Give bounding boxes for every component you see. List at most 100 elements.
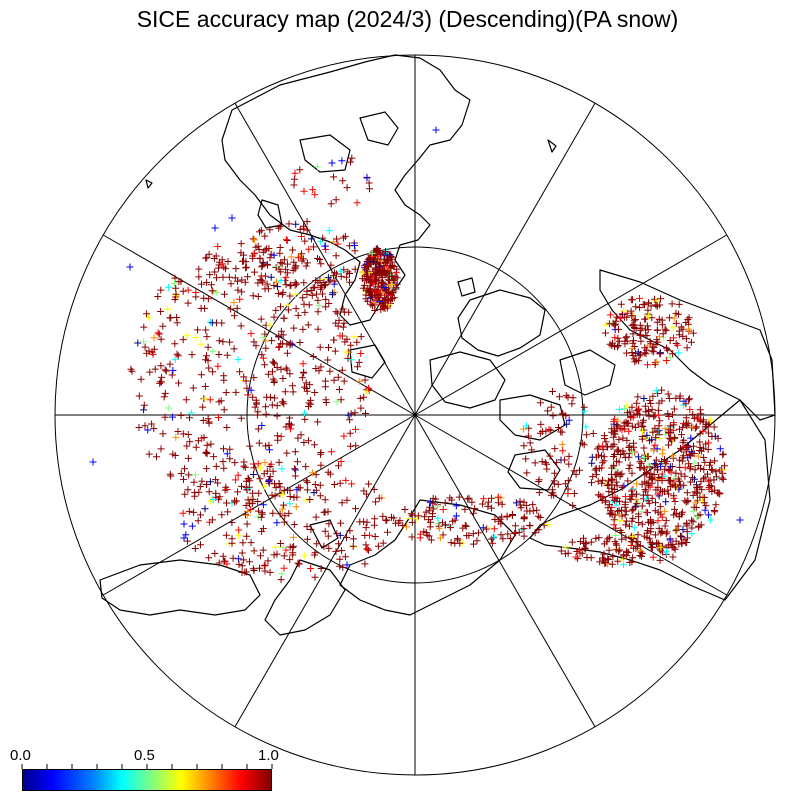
- accuracy-marker: [222, 389, 230, 396]
- accuracy-marker: [489, 534, 497, 542]
- accuracy-marker: [270, 282, 278, 289]
- accuracy-marker: [647, 528, 655, 536]
- accuracy-marker: [338, 366, 346, 374]
- accuracy-marker: [429, 510, 436, 518]
- accuracy-marker: [427, 536, 435, 544]
- accuracy-marker: [294, 311, 302, 319]
- accuracy-marker: [278, 491, 286, 498]
- accuracy-marker: [281, 388, 289, 396]
- accuracy-marker: [364, 297, 372, 305]
- accuracy-marker: [195, 273, 203, 281]
- accuracy-marker: [151, 365, 159, 373]
- accuracy-marker: [343, 496, 351, 504]
- accuracy-marker: [613, 482, 621, 490]
- accuracy-marker: [223, 560, 231, 568]
- accuracy-marker: [338, 547, 346, 555]
- accuracy-marker: [587, 554, 595, 562]
- accuracy-marker: [386, 276, 393, 284]
- accuracy-marker: [711, 486, 719, 494]
- accuracy-marker: [247, 539, 255, 547]
- accuracy-marker: [629, 413, 637, 421]
- accuracy-marker: [634, 531, 642, 539]
- accuracy-marker: [223, 351, 231, 359]
- accuracy-marker: [652, 456, 660, 464]
- accuracy-marker: [565, 452, 573, 460]
- accuracy-marker: [217, 397, 225, 405]
- accuracy-marker: [403, 523, 410, 531]
- accuracy-marker: [650, 343, 658, 351]
- accuracy-marker: [316, 492, 324, 500]
- accuracy-marker: [439, 506, 447, 513]
- accuracy-marker: [344, 354, 352, 362]
- accuracy-marker: [270, 551, 278, 559]
- accuracy-marker: [168, 371, 176, 379]
- accuracy-marker: [299, 294, 307, 302]
- accuracy-marker: [309, 469, 316, 477]
- accuracy-marker: [669, 411, 676, 419]
- accuracy-marker: [347, 410, 355, 418]
- accuracy-marker: [303, 523, 311, 531]
- accuracy-marker: [262, 410, 270, 418]
- accuracy-marker: [712, 501, 720, 509]
- accuracy-marker: [286, 500, 294, 508]
- accuracy-marker: [334, 240, 342, 248]
- accuracy-marker: [334, 309, 342, 317]
- accuracy-marker: [203, 481, 210, 488]
- accuracy-marker: [266, 254, 274, 262]
- accuracy-marker: [268, 401, 276, 409]
- accuracy-marker: [340, 377, 348, 385]
- accuracy-marker: [640, 426, 648, 434]
- accuracy-marker: [331, 347, 339, 355]
- accuracy-marker: [359, 284, 367, 292]
- accuracy-marker: [632, 325, 640, 332]
- accuracy-marker: [651, 531, 659, 539]
- accuracy-marker: [654, 508, 662, 516]
- accuracy-marker: [611, 321, 619, 329]
- accuracy-marker: [277, 327, 285, 335]
- accuracy-marker: [393, 265, 401, 273]
- accuracy-marker: [670, 511, 678, 519]
- accuracy-marker: [629, 330, 637, 338]
- accuracy-marker: [686, 406, 694, 413]
- accuracy-marker: [290, 175, 298, 183]
- accuracy-marker: [273, 550, 281, 558]
- accuracy-marker: [636, 352, 644, 360]
- accuracy-marker: [462, 522, 470, 530]
- accuracy-marker: [251, 403, 259, 411]
- accuracy-marker: [609, 453, 617, 460]
- accuracy-marker: [277, 259, 285, 267]
- accuracy-marker: [303, 259, 311, 267]
- accuracy-marker: [173, 350, 181, 358]
- accuracy-marker: [343, 534, 350, 541]
- accuracy-marker: [381, 284, 389, 291]
- accuracy-marker: [664, 390, 672, 398]
- accuracy-marker: [654, 406, 662, 414]
- accuracy-marker: [208, 516, 216, 524]
- colorbar-mid-label: 0.5: [134, 747, 155, 764]
- accuracy-marker: [628, 312, 636, 320]
- accuracy-marker: [285, 509, 293, 517]
- accuracy-marker: [616, 314, 624, 322]
- accuracy-marker: [266, 463, 274, 470]
- accuracy-marker: [212, 476, 220, 484]
- accuracy-marker: [230, 299, 238, 306]
- accuracy-marker: [626, 461, 634, 469]
- accuracy-marker: [616, 517, 624, 524]
- accuracy-marker: [603, 482, 611, 489]
- accuracy-marker: [332, 252, 340, 260]
- accuracy-marker: [623, 313, 631, 321]
- accuracy-marker: [512, 499, 520, 507]
- accuracy-marker: [286, 292, 294, 300]
- accuracy-marker: [653, 358, 661, 366]
- accuracy-marker: [212, 462, 220, 470]
- accuracy-marker: [219, 458, 227, 466]
- accuracy-marker: [641, 486, 649, 493]
- accuracy-marker: [610, 462, 617, 470]
- accuracy-marker: [461, 505, 469, 513]
- accuracy-marker: [300, 279, 308, 287]
- accuracy-marker: [622, 334, 630, 342]
- accuracy-marker: [368, 249, 376, 257]
- accuracy-marker: [306, 381, 314, 389]
- accuracy-marker: [180, 520, 188, 528]
- accuracy-marker: [658, 475, 666, 483]
